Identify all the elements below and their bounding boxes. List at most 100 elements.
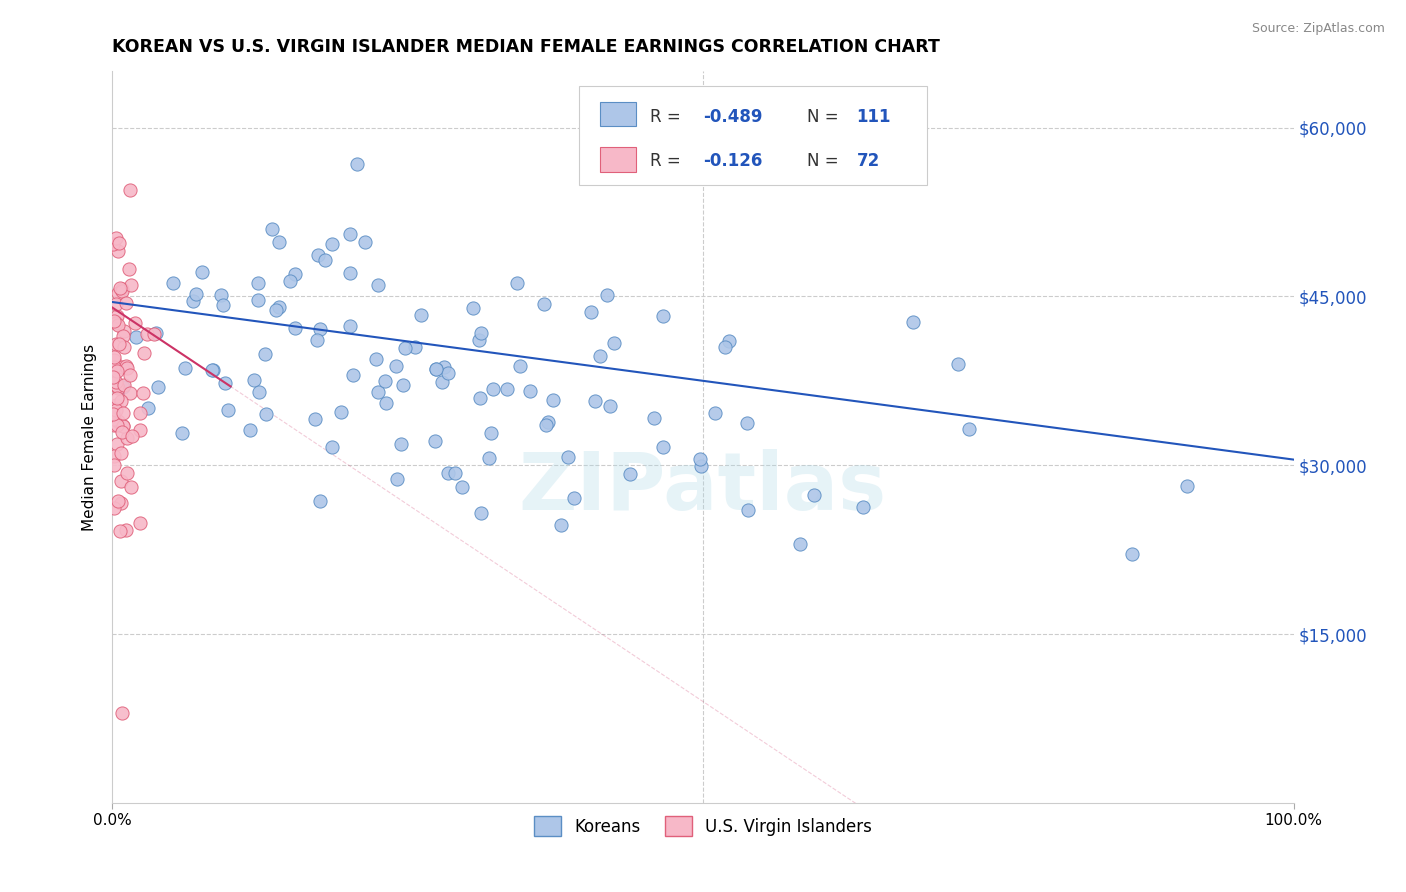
Point bbox=[689, 458, 711, 473]
Point bbox=[170, 426, 193, 441]
Point bbox=[105, 417, 128, 432]
Point bbox=[184, 286, 207, 301]
Point bbox=[111, 706, 134, 720]
Point bbox=[101, 407, 124, 421]
Point bbox=[394, 342, 416, 356]
Point bbox=[704, 406, 727, 420]
Point bbox=[132, 345, 155, 359]
Point bbox=[509, 359, 531, 373]
Point bbox=[247, 276, 270, 290]
Point bbox=[444, 467, 467, 481]
Point bbox=[247, 293, 270, 307]
Point bbox=[284, 268, 307, 282]
Point bbox=[903, 315, 925, 329]
Point bbox=[112, 325, 135, 339]
Point bbox=[121, 428, 143, 442]
Point bbox=[101, 370, 124, 384]
Point bbox=[181, 294, 204, 309]
Point bbox=[339, 266, 361, 280]
Point bbox=[121, 480, 143, 494]
Point bbox=[603, 335, 626, 350]
Point bbox=[404, 339, 426, 353]
Point bbox=[470, 326, 492, 340]
Point bbox=[307, 247, 329, 261]
Text: KOREAN VS U.S. VIRGIN ISLANDER MEDIAN FEMALE EARNINGS CORRELATION CHART: KOREAN VS U.S. VIRGIN ISLANDER MEDIAN FE… bbox=[112, 38, 941, 56]
Point bbox=[339, 319, 361, 334]
Point bbox=[374, 374, 396, 388]
Point bbox=[111, 282, 134, 296]
FancyBboxPatch shape bbox=[579, 86, 928, 185]
Point bbox=[104, 398, 127, 412]
Point bbox=[111, 359, 134, 374]
Point bbox=[110, 394, 132, 409]
Point bbox=[118, 261, 141, 276]
Point bbox=[162, 277, 184, 291]
Point bbox=[145, 326, 167, 341]
Point bbox=[111, 329, 134, 343]
Point bbox=[437, 467, 460, 481]
Point bbox=[124, 316, 146, 330]
Text: -0.489: -0.489 bbox=[703, 108, 762, 126]
Text: -0.126: -0.126 bbox=[703, 152, 762, 169]
Point bbox=[112, 406, 135, 420]
Point bbox=[103, 352, 125, 367]
Point bbox=[1121, 547, 1143, 561]
Point bbox=[789, 537, 811, 551]
Point bbox=[267, 300, 290, 314]
Point bbox=[392, 378, 415, 392]
Point bbox=[308, 493, 330, 508]
Point bbox=[115, 361, 138, 376]
Point bbox=[201, 362, 224, 376]
Point bbox=[477, 450, 499, 465]
Point bbox=[111, 285, 134, 299]
Point bbox=[105, 364, 128, 378]
Point bbox=[342, 368, 364, 383]
Point bbox=[107, 493, 129, 508]
Point bbox=[118, 183, 141, 197]
Legend: Koreans, U.S. Virgin Islanders: Koreans, U.S. Virgin Islanders bbox=[524, 806, 882, 846]
Point bbox=[737, 503, 759, 517]
Point bbox=[112, 380, 135, 394]
Point bbox=[136, 327, 159, 342]
Point bbox=[389, 437, 412, 451]
Point bbox=[461, 301, 484, 316]
Point bbox=[583, 393, 606, 408]
Point bbox=[112, 419, 135, 434]
Point bbox=[339, 227, 361, 241]
Point bbox=[506, 276, 529, 290]
Point bbox=[103, 418, 125, 433]
Point bbox=[105, 316, 128, 330]
Point bbox=[482, 382, 505, 396]
Point bbox=[173, 360, 195, 375]
Point bbox=[115, 467, 138, 481]
Point bbox=[468, 333, 491, 347]
Text: 72: 72 bbox=[856, 152, 880, 169]
Point bbox=[346, 157, 368, 171]
Point bbox=[112, 378, 135, 392]
Point bbox=[278, 274, 301, 288]
Point bbox=[105, 391, 128, 405]
Point bbox=[451, 480, 474, 494]
Point bbox=[713, 340, 735, 354]
Point bbox=[118, 368, 141, 382]
Point bbox=[107, 414, 129, 428]
Point bbox=[103, 351, 125, 365]
Point bbox=[314, 253, 336, 268]
Point bbox=[103, 411, 125, 425]
Point bbox=[103, 500, 125, 515]
Point bbox=[534, 417, 557, 432]
Point bbox=[284, 321, 307, 335]
Point bbox=[143, 327, 166, 342]
Point bbox=[581, 305, 603, 319]
Point bbox=[107, 286, 129, 301]
Point bbox=[423, 434, 446, 448]
Point bbox=[562, 491, 585, 506]
Point bbox=[105, 310, 128, 324]
Point bbox=[541, 392, 564, 407]
Point bbox=[367, 385, 389, 400]
Point bbox=[321, 237, 343, 252]
Point bbox=[852, 500, 875, 514]
Point bbox=[437, 366, 460, 380]
Point bbox=[115, 295, 138, 310]
Point bbox=[108, 524, 131, 539]
